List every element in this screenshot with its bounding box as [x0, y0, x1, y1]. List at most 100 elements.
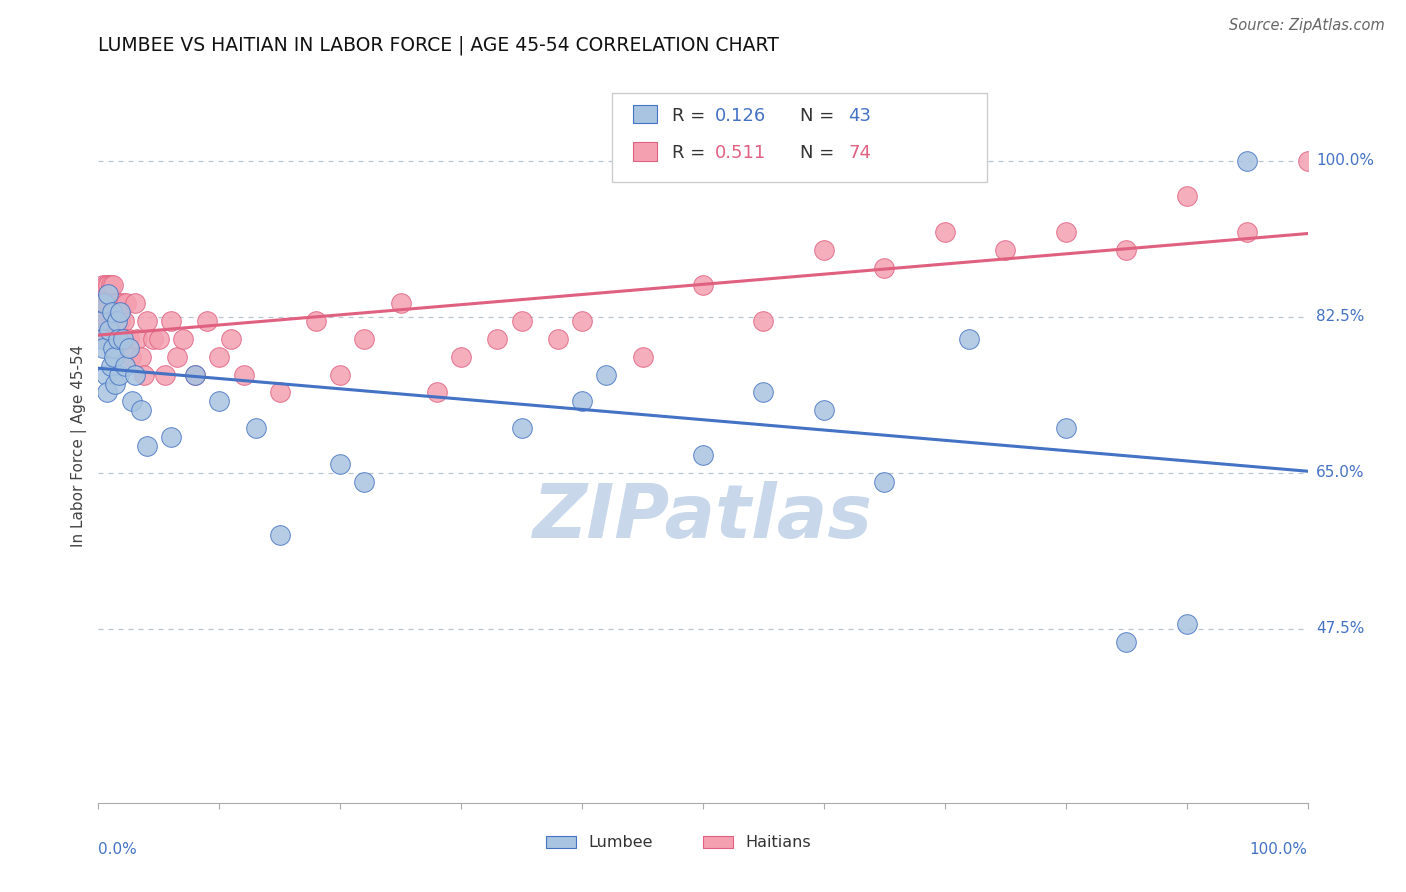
Point — [1296, 153, 1319, 168]
Text: 43: 43 — [848, 107, 872, 125]
Point — [692, 278, 714, 293]
Point — [94, 368, 117, 382]
Text: Haitians: Haitians — [745, 835, 811, 849]
Point — [1175, 189, 1198, 203]
Point — [813, 403, 835, 417]
Text: 0.511: 0.511 — [716, 144, 766, 161]
Point — [108, 368, 131, 382]
Text: Source: ZipAtlas.com: Source: ZipAtlas.com — [1229, 18, 1385, 33]
Point — [91, 332, 114, 346]
Point — [595, 368, 617, 382]
Text: N =: N = — [800, 144, 839, 161]
Text: N =: N = — [800, 107, 839, 125]
Point — [91, 341, 114, 355]
Point — [100, 278, 122, 293]
Point — [934, 225, 956, 239]
Point — [108, 305, 131, 319]
Text: 100.0%: 100.0% — [1250, 842, 1308, 856]
Text: 100.0%: 100.0% — [1316, 153, 1374, 168]
Point — [124, 368, 146, 382]
Point — [112, 314, 135, 328]
Text: 74: 74 — [848, 144, 872, 161]
Point — [692, 448, 714, 462]
Point — [97, 314, 120, 328]
Point — [91, 296, 114, 310]
Point — [100, 305, 122, 319]
Point — [115, 296, 138, 310]
Point — [103, 314, 125, 328]
Point — [111, 296, 134, 310]
Point — [100, 296, 122, 310]
Point — [101, 314, 124, 328]
Point — [105, 314, 128, 328]
Point — [547, 332, 569, 346]
Point — [98, 323, 121, 337]
Point — [571, 394, 593, 409]
Point — [1115, 243, 1137, 257]
Point — [329, 368, 352, 382]
Point — [91, 332, 114, 346]
Point — [160, 430, 183, 444]
Text: R =: R = — [672, 144, 710, 161]
Point — [752, 385, 775, 400]
Point — [120, 350, 142, 364]
Point — [269, 385, 291, 400]
FancyBboxPatch shape — [546, 836, 576, 848]
FancyBboxPatch shape — [613, 93, 987, 182]
Point — [510, 421, 533, 435]
Point — [142, 332, 165, 346]
Point — [135, 314, 157, 328]
Point — [96, 385, 118, 400]
Point — [98, 332, 121, 346]
Point — [450, 350, 472, 364]
Point — [148, 332, 170, 346]
Point — [957, 332, 980, 346]
Point — [195, 314, 218, 328]
Point — [172, 332, 194, 346]
Text: 82.5%: 82.5% — [1316, 310, 1364, 324]
Point — [105, 314, 128, 328]
Point — [329, 457, 352, 471]
Point — [108, 296, 131, 310]
Point — [97, 278, 120, 293]
Point — [127, 332, 149, 346]
Point — [94, 278, 117, 293]
Point — [1236, 153, 1258, 168]
Point — [114, 359, 136, 373]
Point — [426, 385, 449, 400]
Point — [94, 314, 117, 328]
Point — [1054, 421, 1077, 435]
Point — [101, 341, 124, 355]
Point — [110, 332, 132, 346]
Text: 0.0%: 0.0% — [98, 842, 138, 856]
Point — [100, 332, 122, 346]
Point — [184, 368, 207, 382]
Point — [1115, 635, 1137, 649]
Point — [153, 368, 176, 382]
Point — [1054, 225, 1077, 239]
Point — [221, 332, 243, 346]
Point — [91, 278, 114, 293]
Point — [486, 332, 509, 346]
Point — [245, 421, 267, 435]
Point — [135, 439, 157, 453]
Text: 65.0%: 65.0% — [1316, 466, 1364, 480]
Point — [103, 296, 125, 310]
Point — [121, 394, 143, 409]
Point — [104, 376, 127, 391]
Point — [105, 296, 128, 310]
Point — [114, 332, 136, 346]
Point — [101, 278, 124, 293]
Point — [873, 475, 896, 489]
FancyBboxPatch shape — [633, 142, 657, 161]
Point — [813, 243, 835, 257]
Point — [129, 350, 152, 364]
Point — [353, 332, 375, 346]
Point — [873, 260, 896, 275]
Point — [90, 314, 112, 328]
FancyBboxPatch shape — [703, 836, 734, 848]
Point — [118, 341, 141, 355]
Point — [208, 350, 231, 364]
Point — [353, 475, 375, 489]
Point — [305, 314, 328, 328]
